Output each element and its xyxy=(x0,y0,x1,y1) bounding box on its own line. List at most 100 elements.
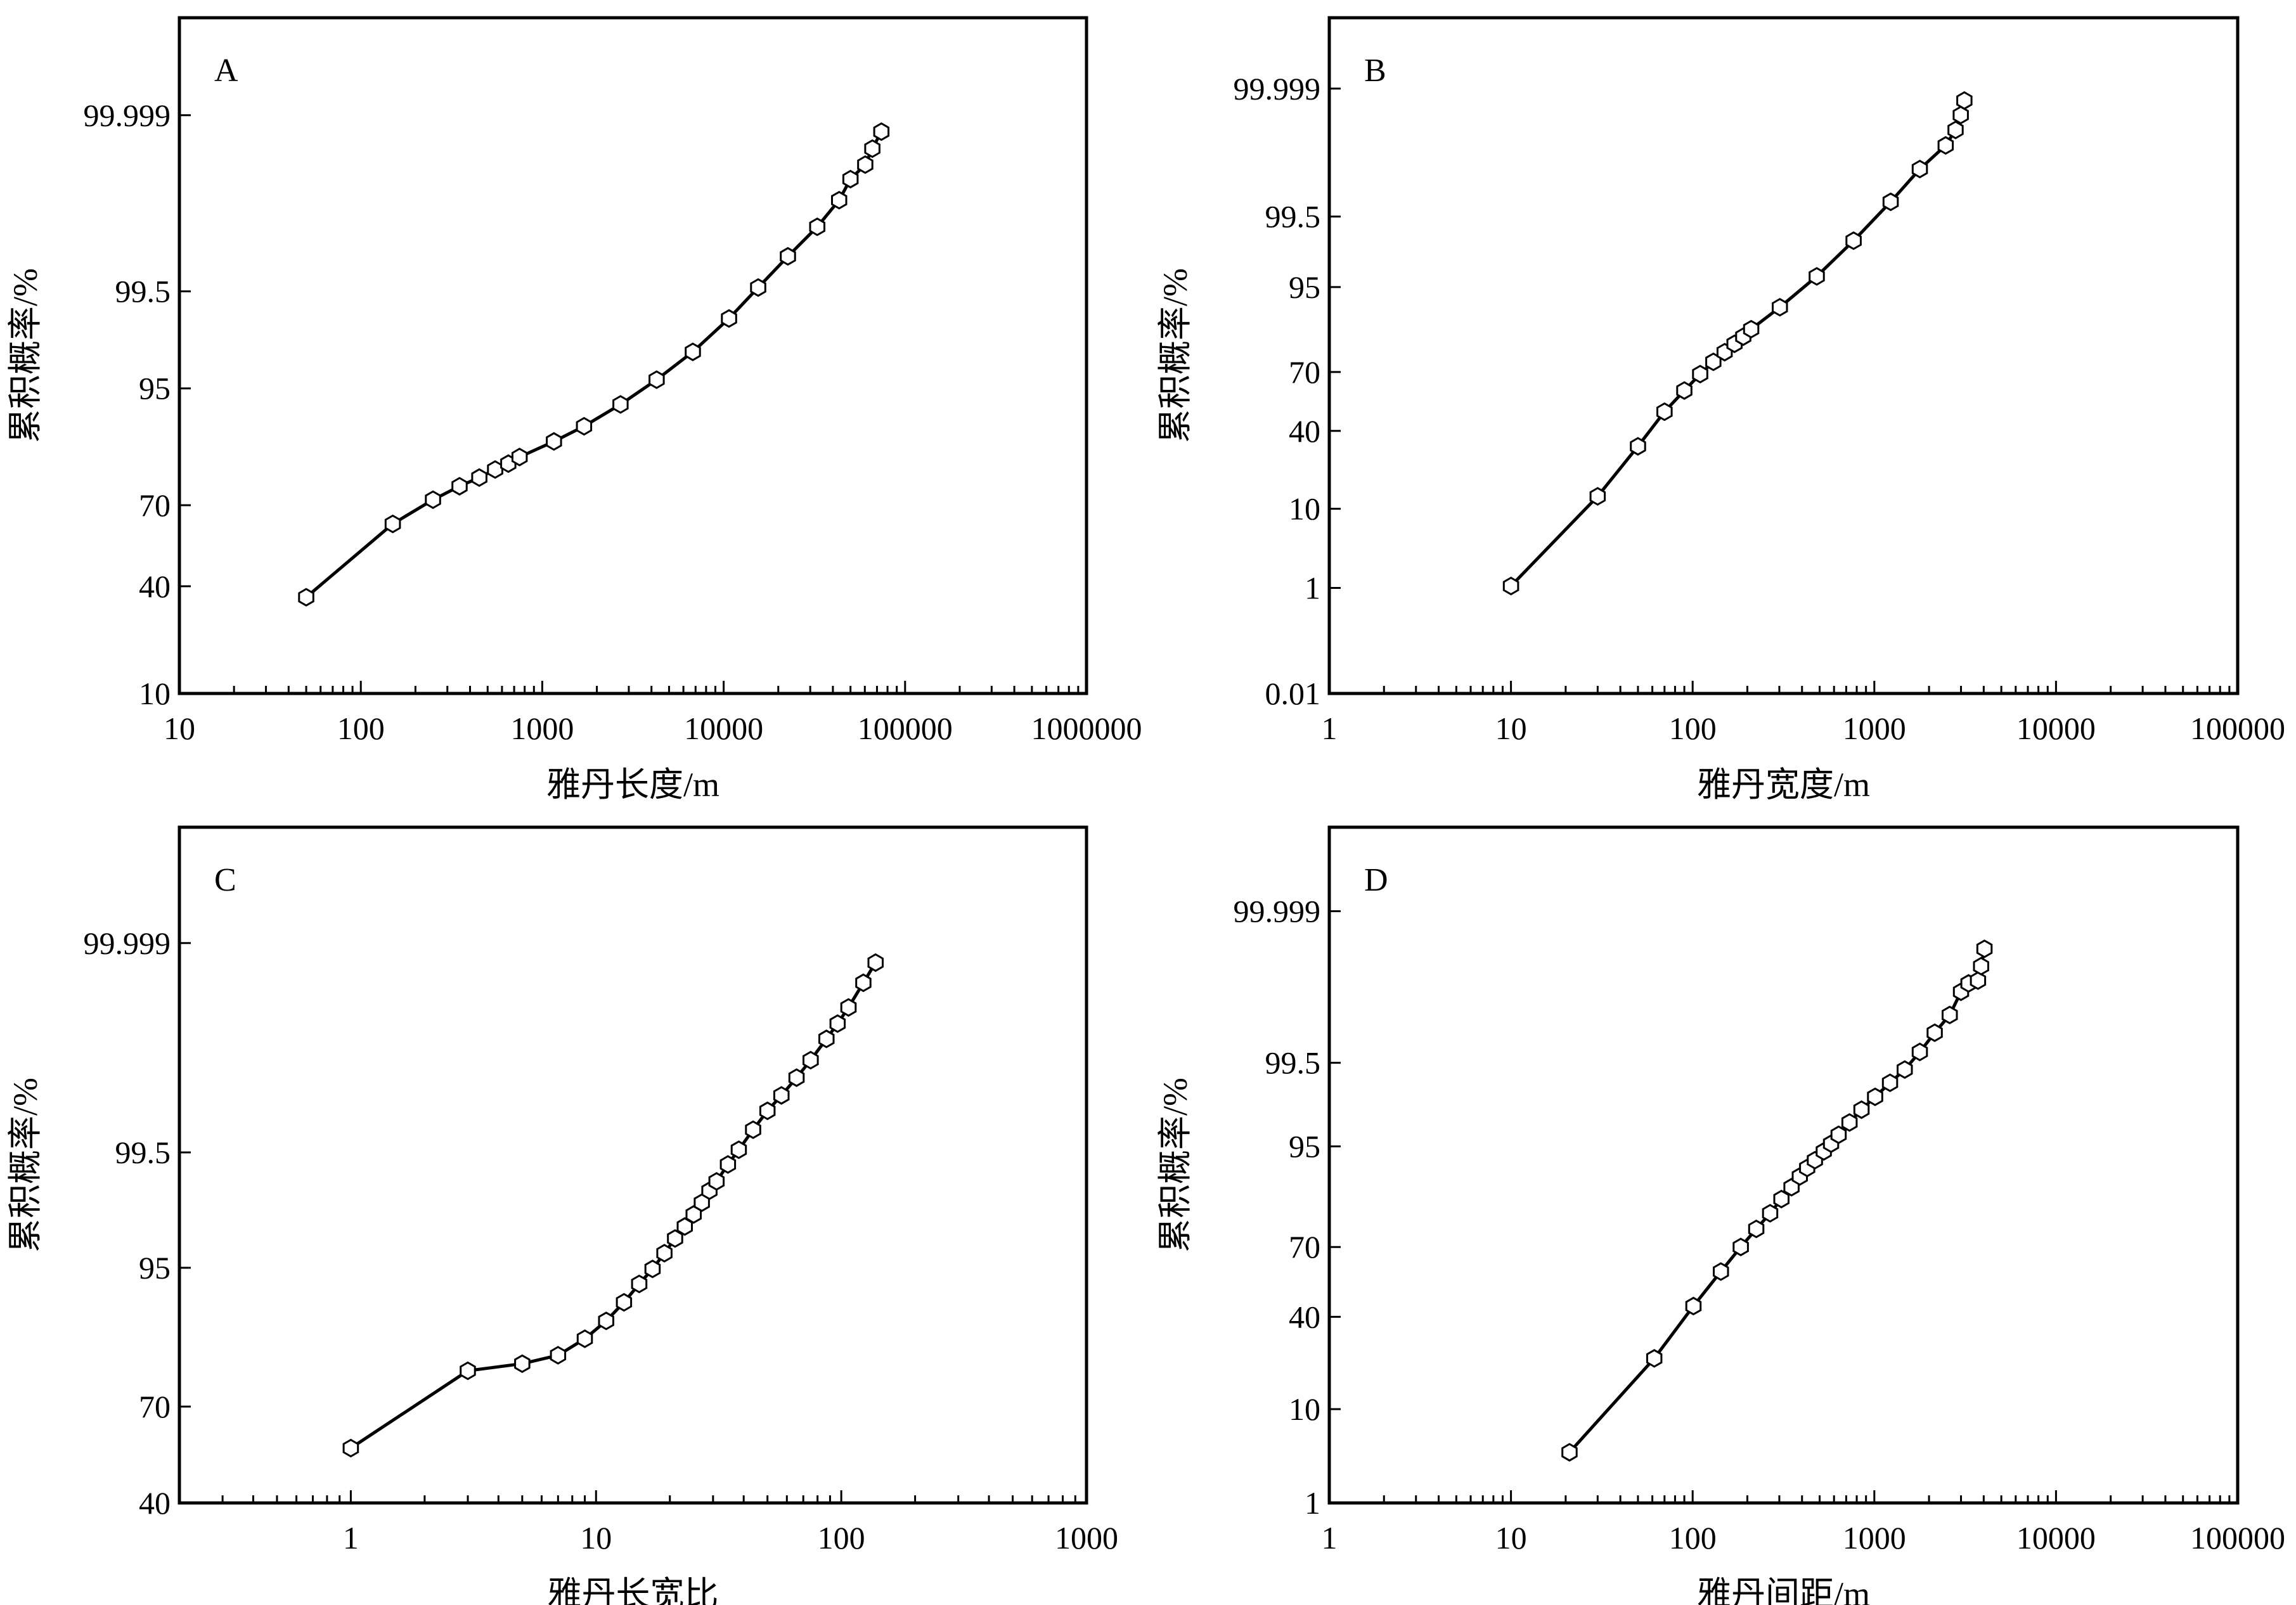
data-point xyxy=(511,448,528,467)
plot-frame xyxy=(177,16,1088,695)
data-point xyxy=(1713,1262,1729,1281)
series-line xyxy=(350,962,877,1450)
data-point xyxy=(1561,1443,1578,1462)
y-tick-label: 1 xyxy=(1305,1485,1320,1521)
data-point xyxy=(759,1101,776,1121)
data-point xyxy=(1676,381,1693,400)
series-line xyxy=(305,131,883,599)
y-tick-label: 99.999 xyxy=(1234,71,1321,106)
data-point xyxy=(829,1014,846,1033)
data-point xyxy=(576,1329,593,1348)
data-point xyxy=(1845,231,1862,250)
x-axis-title: 雅丹长宽比 xyxy=(548,1575,719,1605)
data-point xyxy=(842,169,859,189)
data-point xyxy=(780,247,796,266)
x-tick-label: 1000 xyxy=(510,711,574,746)
data-point xyxy=(425,490,441,510)
panel-c: C 1 10 100 1000 40 70 95 99.5 99.999 雅丹长宽比 累积概率/% xyxy=(6,825,1118,1605)
x-tick-label: 100 xyxy=(337,711,385,746)
x-tick-label: 10 xyxy=(580,1520,612,1556)
data-point xyxy=(840,998,857,1017)
x-tick-label: 100 xyxy=(818,1520,865,1556)
y-axis-title: 累积概率/% xyxy=(6,268,44,443)
data-point xyxy=(487,460,503,479)
y-tick-label: 99.999 xyxy=(1234,893,1321,929)
data-point xyxy=(803,1050,819,1070)
data-point xyxy=(1881,1073,1899,1092)
panel-label: A xyxy=(214,53,238,89)
data-point xyxy=(1926,1023,1943,1042)
data-point xyxy=(1762,1204,1779,1223)
y-tick-label: 0.01 xyxy=(1265,676,1321,711)
data-point xyxy=(1952,105,1969,125)
x-tick-label: 100 xyxy=(1669,711,1717,746)
panel-b: B1 10 100 1000 10000 1000000.0111040709599.59… xyxy=(1156,16,2285,804)
x-tick-label: 100 xyxy=(1669,1520,1717,1556)
data-point xyxy=(550,1346,567,1365)
y-tick-label: 40 xyxy=(139,569,171,604)
data-point xyxy=(864,139,880,158)
data-point xyxy=(855,973,872,993)
data-point xyxy=(598,1312,614,1331)
data-point xyxy=(1646,1349,1663,1368)
data-point xyxy=(656,1244,673,1263)
y-tick-label: 99.999 xyxy=(84,925,171,961)
x-axis-title: 雅丹长度/m xyxy=(546,766,719,804)
data-point xyxy=(1956,91,1973,110)
data-point xyxy=(1685,1296,1702,1316)
data-point xyxy=(1853,1100,1870,1119)
data-point xyxy=(1841,1113,1858,1132)
data-point xyxy=(719,1155,737,1174)
y-tick-label: 99.5 xyxy=(115,1135,171,1170)
panel-d: D 1 10 100 1000 10000 100000 1 10 40 70 95 99.5 99.99… xyxy=(1156,825,2285,1605)
x-tick-label: 1000 xyxy=(1843,1520,1906,1556)
y-tick-label: 70 xyxy=(1289,354,1320,390)
panel-label: B xyxy=(1364,53,1386,89)
y-tick-label: 95 xyxy=(1289,1129,1320,1164)
data-point xyxy=(730,1140,747,1159)
data-point xyxy=(1732,1237,1749,1256)
data-point xyxy=(1970,971,1987,990)
y-tick-label: 10 xyxy=(1289,1391,1320,1427)
x-axis-title: 雅丹宽度/m xyxy=(1697,766,1870,804)
y-tick-label: 70 xyxy=(139,1389,171,1424)
data-point xyxy=(1772,297,1788,317)
data-point xyxy=(451,477,468,496)
data-point xyxy=(384,514,401,534)
x-tick-label: 1000 xyxy=(1055,1520,1118,1556)
panel-label: C xyxy=(214,862,236,898)
data-point xyxy=(745,1120,761,1139)
y-tick-label: 70 xyxy=(1289,1229,1320,1265)
data-point xyxy=(788,1068,805,1087)
data-point xyxy=(721,309,737,328)
data-point xyxy=(1773,1189,1790,1209)
x-tick-label: 10000 xyxy=(684,711,763,746)
data-point xyxy=(576,416,593,436)
plot-frame xyxy=(1327,16,2240,695)
data-point xyxy=(708,1171,725,1191)
x-tick-label: 1000 xyxy=(1843,711,1906,746)
y-tick-label: 70 xyxy=(139,487,171,523)
data-point xyxy=(471,468,487,487)
data-point xyxy=(1809,267,1825,286)
x-tick-label: 10000 xyxy=(2016,1520,2096,1556)
y-tick-label: 10 xyxy=(1289,491,1320,527)
plot-frame xyxy=(177,825,1088,1505)
x-tick-label: 1 xyxy=(1322,1520,1338,1556)
data-point xyxy=(631,1274,648,1294)
data-point xyxy=(1589,487,1606,506)
y-tick-label: 40 xyxy=(139,1485,171,1521)
data-point xyxy=(1911,1042,1928,1062)
data-point xyxy=(809,217,825,236)
data-point xyxy=(1656,402,1673,422)
data-point xyxy=(1937,136,1954,155)
y-tick-label: 10 xyxy=(139,676,171,711)
x-tick-label: 1000000 xyxy=(1031,711,1142,746)
data-point xyxy=(616,1292,633,1312)
y-axis-title: 累积概率/% xyxy=(1156,1078,1194,1253)
plot-frame xyxy=(1327,825,2240,1505)
x-tick-label: 100000 xyxy=(858,711,953,746)
data-point xyxy=(1830,1125,1847,1144)
data-point xyxy=(750,278,766,297)
